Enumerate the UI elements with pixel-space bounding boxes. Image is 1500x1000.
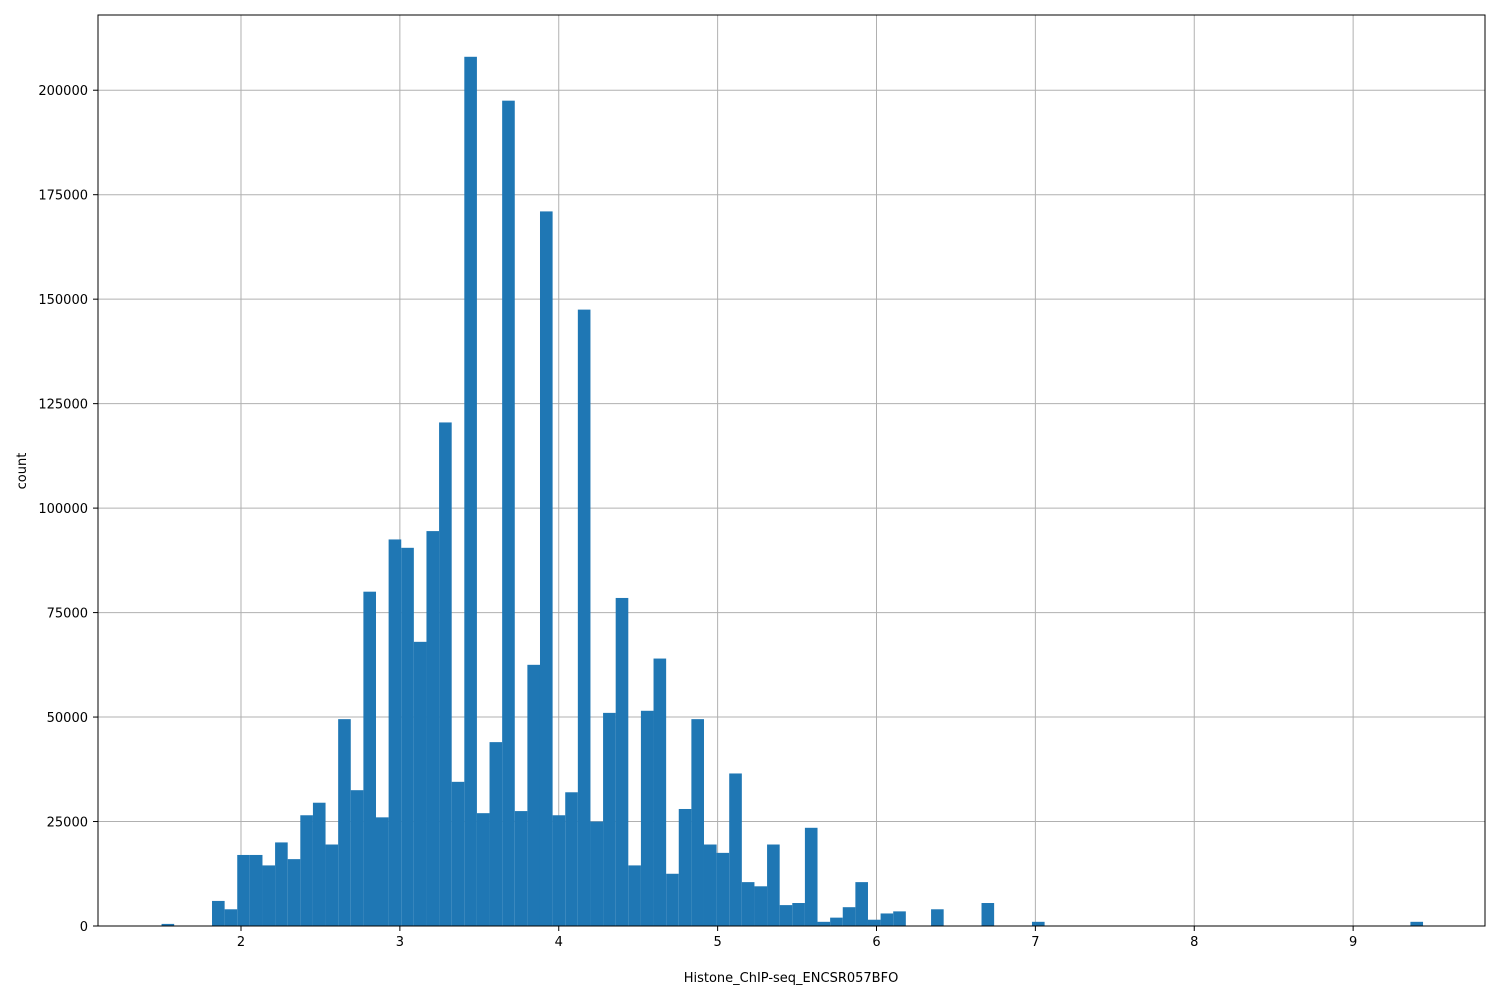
histogram-bar (691, 719, 704, 926)
y-tick-label: 125000 (38, 398, 88, 413)
y-axis-ticks: 0 25000 50000 75000 100000 125000 150000 175000… (38, 84, 98, 935)
histogram-bar (388, 539, 402, 926)
histogram-bar (716, 852, 730, 926)
histogram-bar (855, 882, 868, 926)
histogram-bar (489, 742, 503, 926)
histogram-bar (527, 664, 540, 926)
histogram-bar (628, 865, 641, 926)
histogram-bar (1410, 921, 1424, 926)
histogram-bar (867, 919, 881, 926)
histogram-bar (767, 844, 780, 926)
y-tick-label: 150000 (38, 293, 88, 308)
histogram-bar (981, 903, 995, 926)
histogram-bar (603, 712, 616, 926)
histogram-bar (817, 921, 831, 926)
histogram-bar (275, 842, 288, 926)
y-tick-label: 25000 (47, 816, 88, 831)
histogram-bar (312, 802, 326, 926)
histogram-bar (325, 844, 339, 926)
x-tick-label: 6 (872, 935, 880, 950)
histogram-bar (640, 710, 654, 926)
histogram-bar (338, 719, 351, 926)
y-tick-label: 0 (80, 920, 88, 935)
histogram-bar (804, 827, 818, 926)
histogram-bar (287, 859, 301, 926)
grid-lines (98, 15, 1485, 926)
histogram-bar (577, 309, 591, 926)
histogram-bar (212, 900, 225, 926)
x-tick-label: 3 (396, 935, 404, 950)
histogram-bar (249, 854, 263, 926)
y-tick-label: 200000 (38, 84, 88, 99)
histogram-bar (931, 909, 944, 926)
histogram-bar (830, 917, 843, 926)
histogram-bar (237, 854, 250, 926)
x-tick-label: 5 (713, 935, 721, 950)
histogram-bar (161, 923, 175, 926)
histogram-bar (880, 913, 894, 926)
histogram-bar (464, 56, 477, 926)
histogram-bar (376, 817, 389, 926)
histogram-bars (161, 56, 1424, 927)
histogram-bar (426, 531, 440, 926)
x-axis-ticks: 2 3 4 5 6 7 8 9 (237, 926, 1357, 950)
histogram-bar (514, 811, 528, 926)
histogram-bar (413, 641, 427, 926)
histogram-bar (565, 792, 578, 926)
y-axis-label: count (15, 453, 30, 490)
y-tick-label: 175000 (38, 189, 88, 204)
histogram-bar (779, 905, 793, 926)
plot-frame (97, 14, 1486, 927)
x-tick-label: 4 (555, 935, 563, 950)
histogram-bar (754, 886, 768, 926)
histogram-bar (842, 907, 856, 926)
x-tick-label: 2 (237, 935, 245, 950)
x-tick-label: 7 (1031, 935, 1039, 950)
histogram-bar (1031, 921, 1045, 926)
histogram-bar (703, 844, 717, 926)
histogram-bar (350, 790, 364, 926)
histogram-bar (552, 815, 566, 926)
histogram-bar (363, 591, 377, 926)
y-tick-label: 100000 (38, 502, 88, 517)
histogram-bar (666, 873, 679, 926)
histogram-bar (653, 658, 667, 926)
histogram-bar (590, 821, 604, 926)
y-tick-label: 75000 (47, 607, 88, 622)
histogram-bar (476, 813, 490, 926)
histogram-bar (539, 211, 553, 926)
histogram-bar (615, 597, 629, 926)
histogram-bar (893, 911, 906, 926)
x-tick-label: 8 (1190, 935, 1198, 950)
histogram-bar (792, 903, 805, 926)
x-axis-label: Histone_ChIP-seq_ENCSR057BFO (684, 971, 899, 986)
histogram-bar (300, 815, 313, 926)
histogram-bar (451, 781, 465, 926)
x-tick-label: 9 (1349, 935, 1357, 950)
histogram-bar (439, 422, 452, 926)
y-tick-label: 50000 (47, 711, 88, 726)
histogram-bar (729, 773, 742, 926)
histogram-bar (678, 808, 692, 926)
histogram-bar (741, 882, 755, 926)
histogram-bar (502, 100, 515, 927)
histogram-bar (262, 865, 276, 926)
histogram-bar (224, 909, 238, 926)
histogram-bar (401, 547, 414, 926)
